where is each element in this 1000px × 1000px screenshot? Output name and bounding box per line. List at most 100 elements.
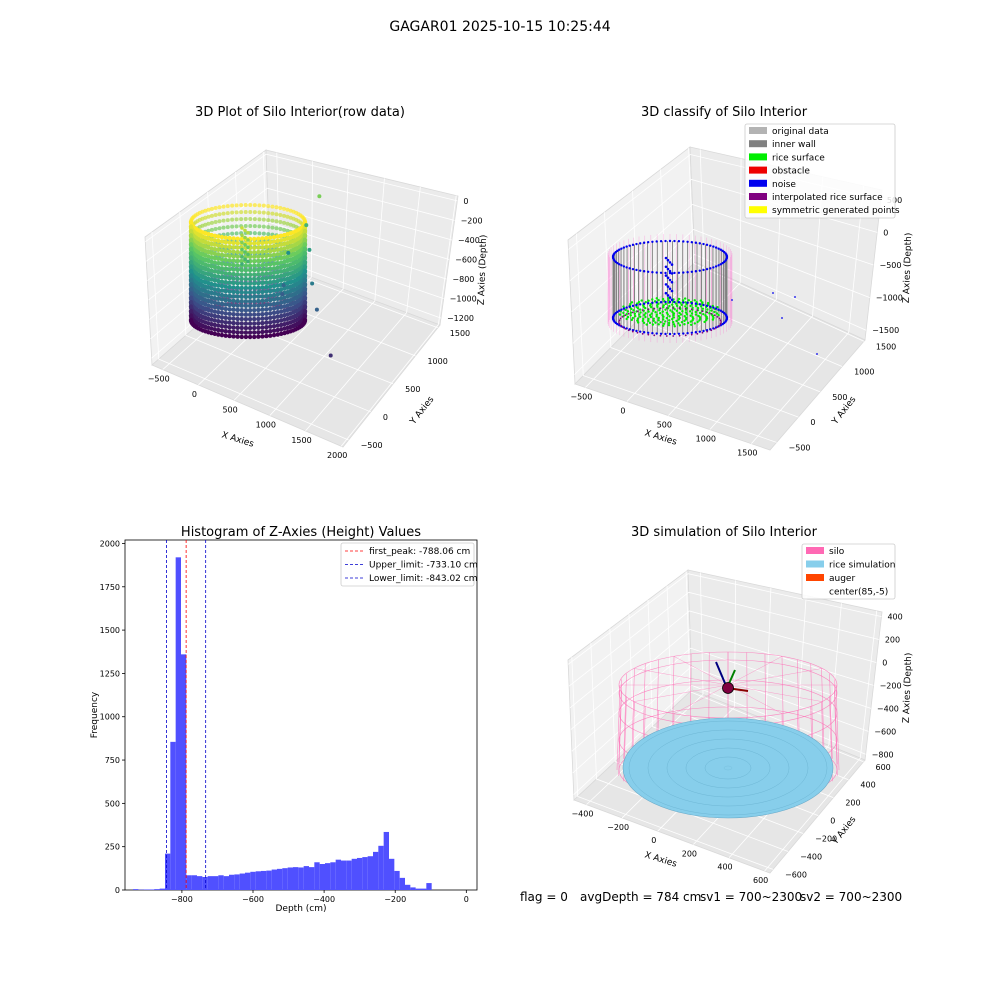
classify-interp-point — [710, 329, 713, 332]
classify-rice-point — [680, 303, 683, 307]
raw-wall-point — [282, 241, 287, 247]
classify-rice-point — [690, 312, 694, 315]
classify-noise-point — [664, 265, 668, 269]
raw-wall-point — [231, 249, 236, 255]
simulation-ytick: 200 — [845, 799, 860, 808]
classify-rice-point — [622, 311, 625, 315]
raw-wall-point — [268, 293, 273, 298]
raw-wall-point — [260, 267, 265, 272]
raw-wall-point — [268, 311, 273, 316]
raw-wall-point — [256, 321, 261, 326]
raw-wall-point — [264, 271, 269, 276]
simulation-rice-contour — [704, 756, 752, 780]
raw-wall-point — [278, 260, 284, 265]
panel-classify-3d: 3D classify of Silo Interior −500 0 500 100… — [567, 105, 914, 458]
raw-wall-point — [235, 303, 240, 308]
classify-xgrid — [709, 176, 824, 430]
raw-obstacle-point — [246, 259, 250, 264]
raw-obstacle-point — [240, 233, 244, 237]
classify-rice-point — [689, 314, 692, 317]
raw-wall-point — [227, 302, 232, 308]
raw-wall-point — [260, 289, 265, 295]
classify-rice-point — [641, 317, 645, 321]
raw-wall-point — [264, 262, 269, 268]
raw-wall-point — [227, 307, 232, 312]
raw-wall-point — [231, 320, 236, 326]
raw-wall-point — [216, 292, 221, 297]
raw-wall-point — [243, 299, 249, 304]
simulation-legend-swatch — [806, 587, 824, 595]
classify-rice-point — [641, 319, 645, 323]
raw-wall-point — [219, 297, 225, 302]
raw-wall-point — [260, 271, 265, 277]
histogram-bar — [271, 869, 277, 890]
histogram-bar — [277, 868, 283, 890]
raw-wall-point — [188, 277, 194, 283]
raw-wall-point — [219, 319, 225, 324]
simulation-zgrid — [568, 591, 879, 687]
simulation-ztick: −800 — [872, 750, 894, 759]
raw-wall-point — [271, 315, 277, 320]
raw-obstacle-point — [243, 235, 247, 240]
classify-rice-point — [681, 309, 684, 313]
classify-rice-point — [651, 298, 654, 301]
raw-wall-point — [271, 301, 277, 307]
simulation-ytick: 600 — [875, 763, 890, 772]
classify-rice-point — [675, 304, 679, 308]
classify-noise-point — [712, 306, 715, 309]
raw-wall-point — [243, 276, 249, 282]
raw-wall-point — [239, 334, 244, 340]
raw-wall-point — [212, 264, 218, 270]
raw-wall-point — [217, 205, 222, 210]
raw-wall-point — [274, 226, 279, 231]
classify-rice-point — [668, 304, 671, 308]
classify-rice-point — [657, 323, 660, 326]
histogram-bar — [373, 851, 379, 890]
classify-ytick: 1000 — [854, 368, 874, 377]
raw-wall-point — [223, 324, 228, 329]
histogram-bar — [133, 889, 139, 890]
classify-interp-point — [619, 324, 622, 327]
raw-wall-point — [209, 213, 214, 218]
raw-wall-point — [282, 308, 287, 313]
raw-wall-point — [223, 257, 228, 263]
classify-interp-point — [619, 317, 622, 320]
simulation-silo-line — [834, 679, 838, 765]
histogram-ytick-label: 250 — [105, 843, 120, 852]
classify-rice-point — [642, 321, 646, 324]
simulation-silo-line — [834, 690, 838, 776]
classify-interp-point — [641, 332, 644, 335]
classify-noise-point — [625, 245, 628, 248]
classify-rice-point — [701, 301, 704, 304]
classify-noise-point — [651, 332, 654, 335]
simulation-ztick: −400 — [877, 704, 899, 713]
raw-wall-point — [247, 321, 253, 326]
classify-rice-point — [666, 313, 669, 316]
raw-wall-point — [239, 281, 244, 286]
classify-rice-point — [629, 314, 632, 317]
classify-noise-point — [686, 271, 689, 274]
raw-wall-point — [234, 231, 239, 236]
classify-interp-point — [672, 335, 675, 337]
classify-rice-point — [622, 305, 625, 308]
raw-wall-point — [235, 294, 240, 299]
panel-simulation-3d: 3D simulation of Silo Interior −400 −200 0… — [567, 525, 914, 885]
raw-wall-point — [271, 328, 277, 333]
raw-wall-point — [217, 212, 222, 217]
classify-noise-point — [655, 332, 658, 335]
raw-wall-point — [235, 312, 240, 317]
classify-noise-point — [646, 241, 650, 244]
raw-wall-point — [225, 232, 230, 237]
histogram-xlabel: Depth (cm) — [275, 904, 326, 914]
simulation-rice-contour — [723, 765, 733, 771]
raw-wall-point — [239, 321, 244, 326]
raw-wall-point — [271, 324, 277, 329]
raw-wall-point — [264, 267, 269, 272]
raw-wall-point — [219, 292, 225, 298]
histogram-bar — [346, 860, 352, 890]
classify-noise-point — [635, 329, 638, 333]
raw-wall-point — [282, 206, 287, 211]
raw-wall-point — [188, 250, 194, 256]
raw-wall-point — [278, 295, 284, 301]
raw-xtick: 2000 — [327, 451, 347, 460]
